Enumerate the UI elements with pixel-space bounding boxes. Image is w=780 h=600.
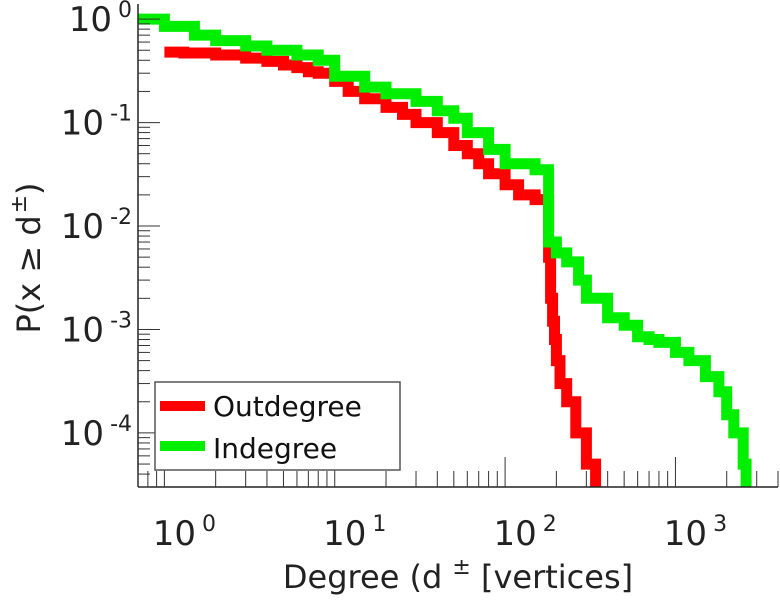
y-tick-label-3: 10 -3: [61, 308, 132, 350]
axes-layer: [137, 4, 778, 488]
y-axis-title-suffix: ): [10, 182, 48, 194]
x-tick-label-1: 10 1: [323, 512, 386, 554]
series-line-indegree: [138, 13, 752, 487]
series-line-outdegree: [164, 46, 602, 487]
x-tick-label-0: 10 0: [153, 512, 216, 554]
y-tick-label-1: 10 -1: [61, 102, 132, 144]
x-axis-title-main: Degree (d: [283, 558, 442, 596]
x-axis-title-sup: ±: [452, 555, 470, 580]
x-axis-title-suffix: [vertices]: [471, 558, 633, 596]
legend-box: [154, 381, 401, 471]
series-layer: [138, 13, 752, 487]
ticks-layer: [137, 18, 779, 488]
y-tick-label-0: 10 0: [69, 0, 132, 40]
legend: Outdegree Indegree: [154, 381, 401, 471]
y-axis-title-main: P(x ≥ d: [10, 215, 48, 333]
y-axis-title: P(x ≥ d ±): [7, 182, 48, 333]
y-tick-label-4: 10 -4: [61, 412, 132, 454]
y-tick-label-2: 10 -2: [61, 205, 132, 247]
x-tick-label-3: 10 3: [664, 512, 727, 554]
x-axis-title: Degree (d ± [vertices]: [283, 555, 633, 596]
y-axis-title-sup: ±: [7, 195, 32, 213]
labels-layer: 10 0 10 1 10 2 10 3 10 0 10 -1 10 -2 10 -3 10 -4: [61, 0, 727, 554]
x-tick-label-2: 10 2: [493, 512, 556, 554]
legend-label-indegree: Indegree: [213, 432, 337, 465]
legend-label-outdegree: Outdegree: [213, 390, 362, 423]
